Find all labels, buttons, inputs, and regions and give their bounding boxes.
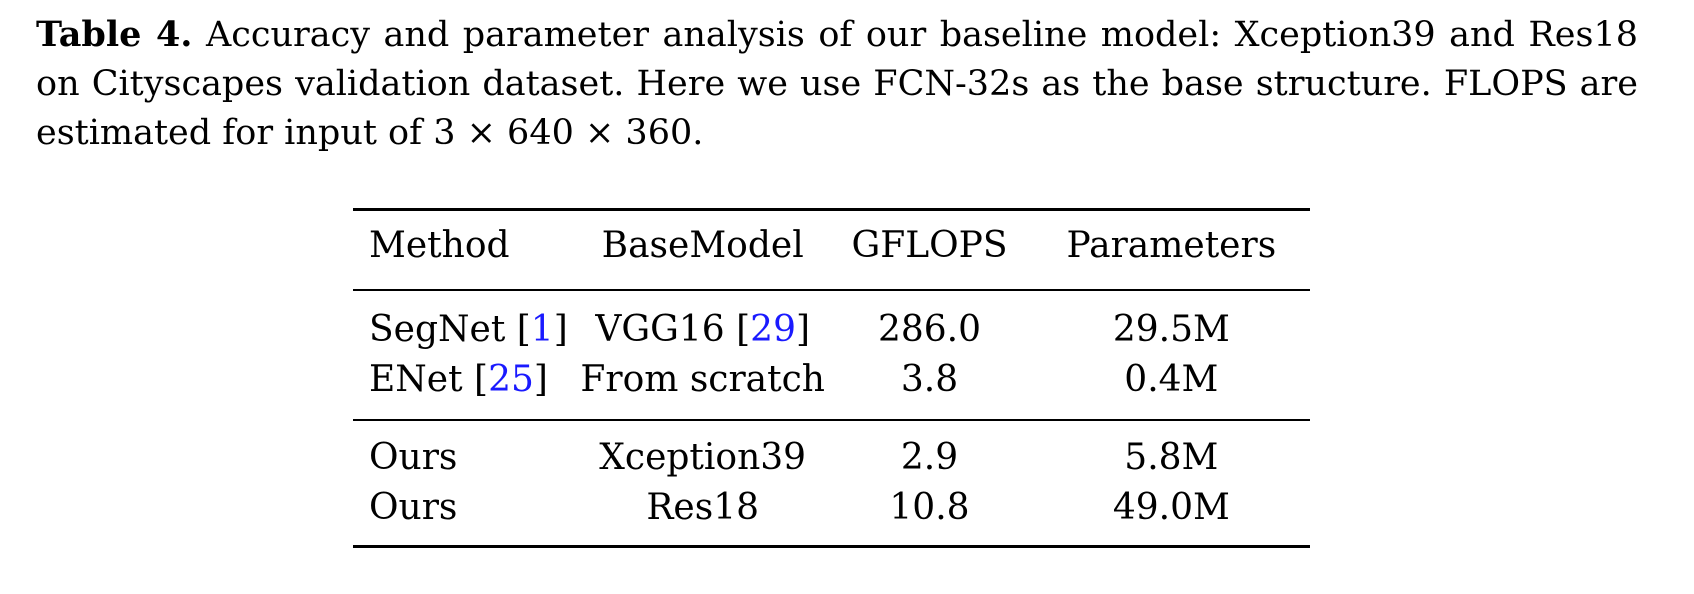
baseline-group: SegNet [1] VGG16 [29] 286.0 29.5M ENet [… bbox=[353, 290, 1310, 420]
citation-link[interactable]: 29 bbox=[750, 309, 796, 350]
caption-label: Table 4. bbox=[36, 14, 193, 55]
results-table: Method BaseModel GFLOPS Parameters SegNe… bbox=[353, 208, 1310, 548]
header-gflops: GFLOPS bbox=[851, 225, 1008, 266]
params-cell: 0.4M bbox=[1124, 359, 1219, 400]
table-row: SegNet [1] VGG16 [29] 286.0 29.5M bbox=[353, 290, 1310, 355]
citation-link[interactable]: 25 bbox=[488, 359, 534, 400]
method-cell: Ours bbox=[369, 437, 458, 478]
header-parameters: Parameters bbox=[1066, 225, 1277, 266]
header-basemodel: BaseModel bbox=[601, 225, 804, 266]
ours-group: Ours Xception39 2.9 5.8M Ours Res18 10.8… bbox=[353, 420, 1310, 547]
results-table-container: Method BaseModel GFLOPS Parameters SegNe… bbox=[353, 208, 1310, 548]
table-row: ENet [25] From scratch 3.8 0.4M bbox=[353, 355, 1310, 420]
table-row: Ours Res18 10.8 49.0M bbox=[353, 483, 1310, 547]
caption-text: Accuracy and parameter analysis of our b… bbox=[36, 15, 1638, 153]
method-cell: ENet [25] bbox=[369, 359, 548, 400]
header-method: Method bbox=[369, 225, 510, 266]
method-cell: SegNet [1] bbox=[369, 309, 568, 350]
basemodel-cell: Xception39 bbox=[599, 437, 807, 478]
table-row: Ours Xception39 2.9 5.8M bbox=[353, 420, 1310, 483]
params-cell: 49.0M bbox=[1112, 487, 1230, 528]
method-name: SegNet bbox=[369, 309, 506, 350]
method-cell: Ours bbox=[369, 487, 458, 528]
citation-link[interactable]: 1 bbox=[530, 309, 554, 350]
gflops-cell: 3.8 bbox=[900, 359, 959, 400]
table-header-row: Method BaseModel GFLOPS Parameters bbox=[353, 209, 1310, 290]
gflops-cell: 2.9 bbox=[900, 437, 959, 478]
basemodel-cell: Res18 bbox=[646, 487, 760, 528]
gflops-cell: 286.0 bbox=[877, 309, 982, 350]
method-name: ENet bbox=[369, 359, 463, 400]
basemodel-cell: VGG16 [29] bbox=[595, 309, 811, 350]
basemodel-name: VGG16 bbox=[595, 309, 725, 350]
gflops-cell: 10.8 bbox=[889, 487, 970, 528]
params-cell: 5.8M bbox=[1124, 437, 1219, 478]
basemodel-cell: From scratch bbox=[580, 359, 825, 400]
params-cell: 29.5M bbox=[1112, 309, 1230, 350]
table-caption: Table 4. Accuracy and parameter analysis… bbox=[36, 10, 1638, 158]
